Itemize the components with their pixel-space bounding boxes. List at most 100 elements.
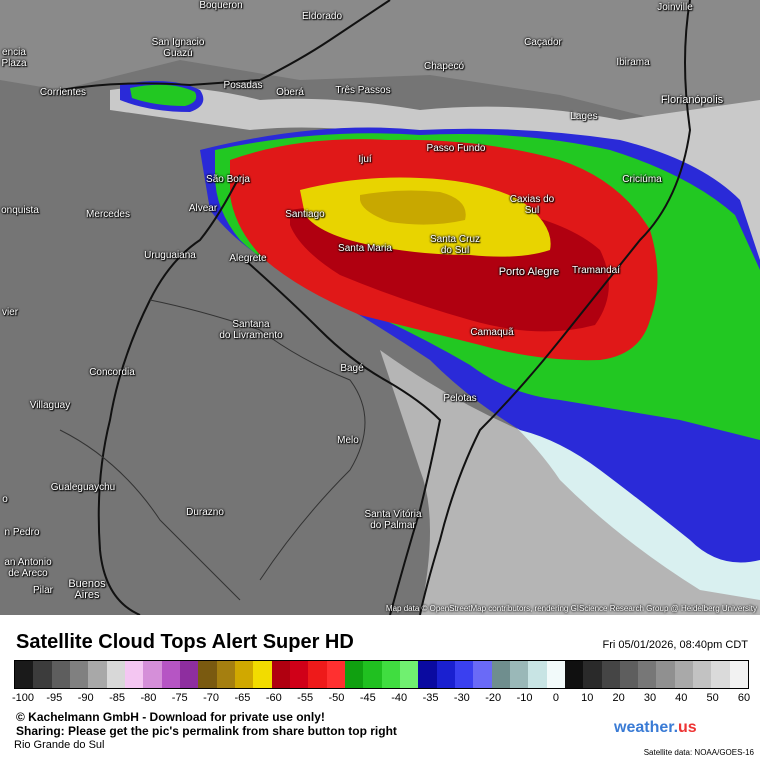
scale-swatch [619,661,639,688]
city-label: vier [1,307,19,318]
logo-sub: us [678,719,697,736]
city-label: Porto Alegre [498,266,560,278]
logo-main: weather. [614,719,679,736]
city-label: Santiago [285,209,325,220]
scale-swatch [234,661,254,688]
copyright-note: © Kachelmann GmbH - Download for private… [16,710,325,724]
scale-swatch [674,661,694,688]
city-label: Melo [337,435,359,446]
region-label: Rio Grande do Sul [14,739,105,751]
city-label: Tramandaí [572,265,620,276]
city-label: Villaguay [29,400,71,411]
scale-tick-label: -70 [203,692,220,704]
scale-swatch [51,661,70,688]
color-scale-bar [14,660,749,689]
page-title: Satellite Cloud Tops Alert Super HD [16,631,354,653]
scale-swatch [289,661,309,688]
scale-tick-label: 10 [581,692,594,704]
city-label: Camaquã [470,327,514,338]
scale-swatch [473,661,492,688]
scale-swatch [693,661,712,688]
satellite-source: Satellite data: NOAA/GOES-16 [643,748,754,757]
scale-swatch [69,661,89,688]
city-label: n Pedro [4,527,40,538]
scale-tick-label: -35 [422,692,439,704]
scale-swatch [491,661,510,688]
city-label: Posadas [223,80,263,91]
scale-swatch [15,661,34,688]
scale-swatch [638,661,657,688]
scale-swatch [656,661,675,688]
sharing-note: Sharing: Please get the pic's permalink … [16,724,397,738]
city-label: Lages [570,111,598,122]
scale-swatch [381,661,400,688]
scale-tick-label: -55 [297,692,314,704]
city-label: Criciúma [622,174,662,185]
city-label: San Ignacio Guazú [151,37,205,59]
timestamp: Fri 05/01/2026, 08:40pm CDT [602,639,748,651]
scale-tick-label: -100 [11,692,35,704]
city-label: Florianópolis [660,94,724,106]
city-label: Concordia [89,367,135,378]
city-label: Ibirama [616,57,650,68]
city-label: Caxias do Sul [509,194,555,216]
scale-tick-label: 40 [675,692,688,704]
city-label: Ijuí [358,154,372,165]
scale-tick-label: -65 [234,692,251,704]
city-label: Santana do Livramento [219,319,283,341]
scale-tick-label: -20 [485,692,502,704]
city-label: Santa Maria [338,243,392,254]
city-label: Três Passos [335,85,391,96]
scale-swatch [308,661,327,688]
scale-swatch [436,661,455,688]
scale-swatch [33,661,52,688]
city-label: o [2,494,8,505]
city-label: Bagé [340,363,364,374]
city-label: Oberá [276,87,304,98]
scale-swatch [253,661,272,688]
scale-swatch [363,661,382,688]
scale-swatch [326,661,345,688]
scale-swatch [583,661,602,688]
scale-tick-label: 20 [612,692,625,704]
city-label: Gualeguaychu [50,482,116,493]
scale-swatch [106,661,125,688]
city-label: Santa Cruz do Sul [429,234,481,256]
cloud-layer [0,0,760,615]
city-label: Uruguaiana [144,250,196,261]
legend-panel: Satellite Cloud Tops Alert Super HD Fri … [0,615,760,760]
scale-tick-label: -80 [140,692,157,704]
scale-swatch [729,661,749,688]
scale-tick-label: -95 [46,692,63,704]
scale-swatch [88,661,107,688]
scale-swatch [454,661,474,688]
scale-tick-label: -30 [453,692,470,704]
scale-tick-label: -45 [359,692,376,704]
scale-tick-label: 60 [737,692,751,704]
scale-tick-label: -10 [516,692,533,704]
scale-tick-label: -60 [265,692,282,704]
scale-tick-label: -85 [109,692,125,704]
scale-swatch [399,661,419,688]
scale-swatch [564,661,584,688]
city-label: Buenos Aires [68,578,106,601]
city-label: São Borja [206,174,250,185]
scale-swatch [124,661,144,688]
satellite-map: Boqueron Eldorado Joinville San Ignacio Guaz… [0,0,760,615]
city-label: Passo Fundo [426,143,486,154]
weather-us-logo[interactable]: weather.us [614,719,697,737]
city-label: Mercedes [86,209,130,220]
scale-swatch [711,661,730,688]
scale-swatch [344,661,364,688]
scale-tick-label: 0 [552,692,559,704]
scale-swatch [546,661,565,688]
scale-swatch [198,661,217,688]
scale-tick-label: -40 [391,692,408,704]
city-label: Boqueron [199,0,243,11]
scale-swatch [271,661,290,688]
map-attribution: Map data © OpenStreetMap contributors, r… [385,604,757,613]
city-label: encia Plaza [1,47,27,69]
city-label: Santa Vitória do Palmar [364,509,422,531]
scale-swatch [216,661,235,688]
city-label: Durazno [186,507,224,518]
